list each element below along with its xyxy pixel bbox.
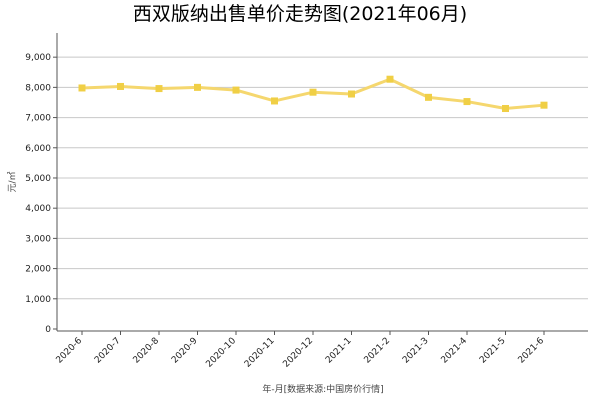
- y-tick-label: 2,000: [25, 265, 51, 275]
- y-tick-label: 8,000: [25, 83, 51, 93]
- data-point: [194, 83, 201, 91]
- chart-title: 西双版纳出售单价走势图(2021年06月): [133, 3, 467, 25]
- x-tick-label: 2021-1: [324, 336, 354, 366]
- y-tick-label: 0: [45, 325, 51, 335]
- data-point: [309, 88, 317, 96]
- x-tick-label: 2021-2: [363, 336, 393, 366]
- x-axis-label: 年-月[数据来源:中国房价行情]: [262, 383, 383, 395]
- y-tick-label: 1,000: [25, 295, 51, 305]
- data-point: [232, 86, 240, 94]
- x-tick-label: 2021-6: [517, 336, 547, 366]
- data-point: [348, 90, 355, 98]
- y-tick-label: 4,000: [25, 204, 51, 214]
- data-point: [425, 93, 432, 101]
- data-point: [271, 97, 278, 105]
- x-ticks: 2020-6 2020-7 2020-8 2020-9 2020-10 2020-11 20…: [55, 331, 547, 370]
- y-ticks: 0 1,000 2,000 3,000 4,000 5,000 6,000 7,000 8,00…: [25, 53, 57, 335]
- x-tick-label: 2021-4: [440, 336, 470, 366]
- y-tick-label: 7,000: [25, 114, 51, 124]
- y-tick-label: 3,000: [25, 234, 51, 244]
- data-point: [463, 98, 471, 106]
- data-point: [155, 85, 163, 93]
- y-tick-label: 9,000: [25, 53, 51, 63]
- x-tick-label: 2020-7: [93, 336, 123, 366]
- data-point: [78, 84, 86, 92]
- y-tick-label: 6,000: [25, 144, 51, 154]
- axes: [56, 33, 588, 332]
- x-tick-label: 2020-12: [281, 336, 315, 370]
- y-axis-label: 元/㎡: [7, 171, 18, 192]
- y-tick-label: 5,000: [25, 174, 51, 184]
- x-tick-label: 2021-3: [401, 336, 431, 366]
- x-tick-label: 2020-10: [204, 336, 238, 370]
- data-point: [117, 82, 124, 90]
- x-tick-label: 2020-6: [55, 336, 85, 366]
- x-tick-label: 2020-8: [132, 336, 162, 366]
- x-tick-label: 2020-9: [170, 336, 200, 366]
- data-point: [540, 101, 548, 109]
- series: [78, 75, 548, 113]
- data-point: [386, 75, 394, 83]
- gridlines: [57, 56, 588, 300]
- x-tick-label: 2021-5: [478, 336, 508, 366]
- x-tick-label: 2020-11: [243, 336, 277, 370]
- data-point: [502, 105, 509, 113]
